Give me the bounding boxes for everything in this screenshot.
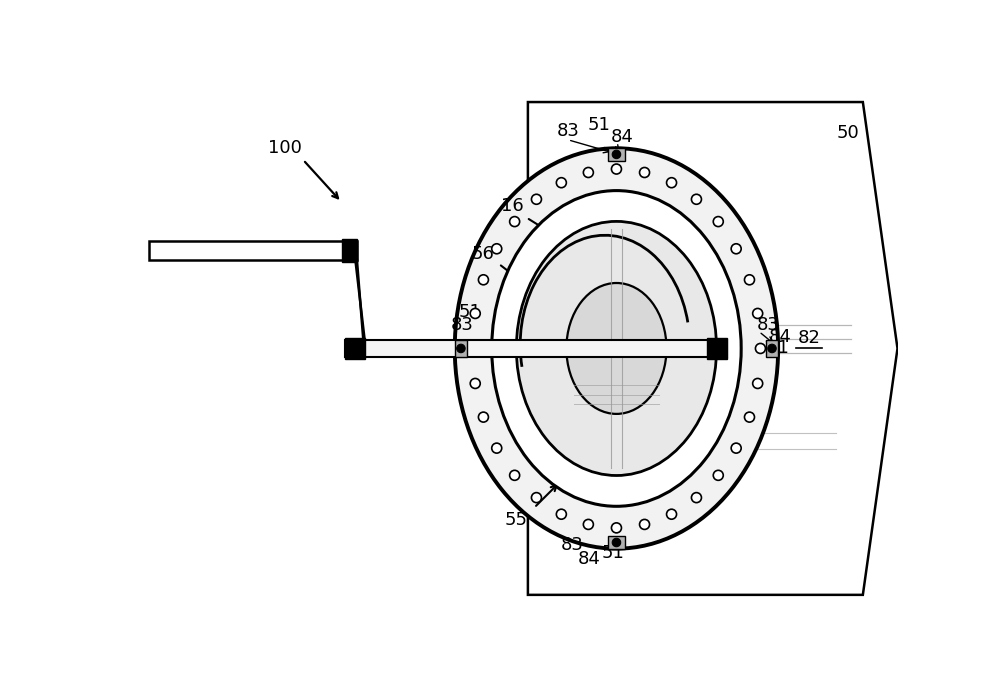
Ellipse shape [583, 520, 593, 529]
Text: 16: 16 [501, 197, 524, 215]
Ellipse shape [470, 308, 480, 319]
Ellipse shape [556, 509, 566, 519]
Ellipse shape [691, 493, 701, 502]
Bar [608, 148, 625, 161]
Ellipse shape [611, 523, 621, 533]
Bar [149, 241, 357, 260]
Text: 84: 84 [578, 550, 601, 568]
Ellipse shape [492, 190, 741, 506]
Bar [345, 338, 365, 359]
Text: 51: 51 [587, 116, 610, 134]
Ellipse shape [713, 217, 723, 226]
Ellipse shape [753, 378, 763, 388]
Ellipse shape [516, 221, 717, 475]
Text: 83: 83 [561, 536, 584, 554]
Ellipse shape [667, 509, 677, 519]
Ellipse shape [492, 443, 502, 453]
Ellipse shape [510, 471, 520, 480]
Ellipse shape [455, 148, 778, 549]
Ellipse shape [667, 178, 677, 188]
Ellipse shape [478, 275, 488, 285]
Ellipse shape [640, 168, 650, 177]
Ellipse shape [457, 344, 465, 353]
Text: 83: 83 [557, 121, 579, 139]
Ellipse shape [467, 344, 477, 353]
Ellipse shape [744, 275, 754, 285]
Bar [766, 340, 778, 357]
Ellipse shape [713, 471, 723, 480]
Text: 82: 82 [798, 329, 820, 348]
Text: 83: 83 [451, 316, 474, 335]
Text: 84: 84 [610, 128, 633, 146]
Text: 84: 84 [493, 320, 516, 338]
Ellipse shape [744, 412, 754, 422]
Ellipse shape [755, 344, 765, 353]
Bar [342, 239, 357, 262]
Ellipse shape [583, 168, 593, 177]
Ellipse shape [731, 244, 741, 254]
Polygon shape [528, 102, 898, 595]
Ellipse shape [556, 178, 566, 188]
Ellipse shape [640, 520, 650, 529]
Text: 51: 51 [459, 304, 482, 322]
Ellipse shape [768, 344, 776, 353]
Text: 83: 83 [757, 316, 780, 335]
Text: 51: 51 [767, 339, 790, 357]
Ellipse shape [612, 538, 621, 546]
Ellipse shape [731, 443, 741, 453]
Ellipse shape [510, 217, 520, 226]
Ellipse shape [470, 378, 480, 388]
Bar [608, 536, 625, 549]
Ellipse shape [611, 164, 621, 174]
Text: 100: 100 [268, 139, 302, 157]
Bar [455, 340, 467, 357]
Text: 55: 55 [505, 511, 528, 529]
Text: 51: 51 [601, 544, 624, 562]
Bar [345, 340, 727, 357]
Bar [707, 338, 727, 359]
Ellipse shape [566, 283, 666, 414]
Ellipse shape [753, 308, 763, 319]
Text: 50: 50 [836, 124, 859, 142]
Ellipse shape [612, 150, 621, 159]
Ellipse shape [691, 195, 701, 204]
Ellipse shape [531, 493, 541, 502]
Ellipse shape [478, 412, 488, 422]
Ellipse shape [531, 195, 541, 204]
Text: 56: 56 [472, 245, 495, 263]
Ellipse shape [492, 244, 502, 254]
Text: 84: 84 [769, 328, 792, 346]
